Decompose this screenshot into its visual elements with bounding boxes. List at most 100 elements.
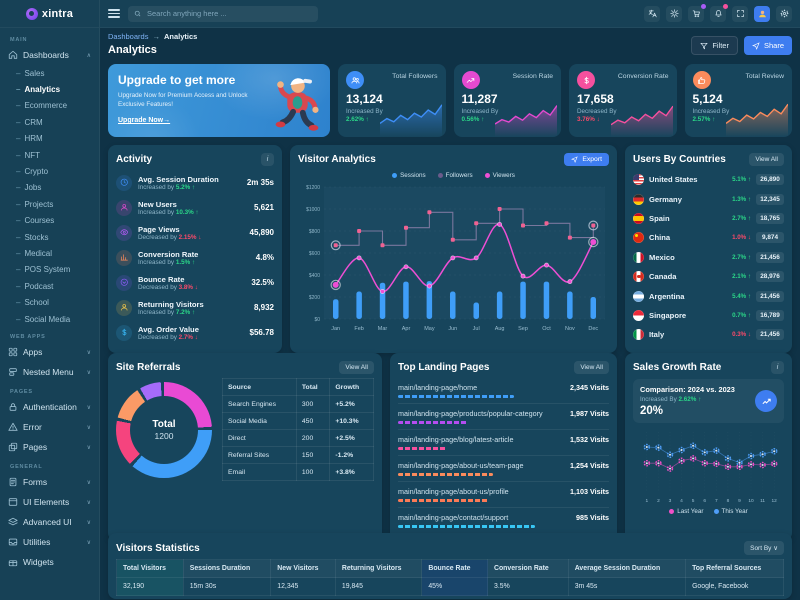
sales-growth-info-button[interactable]: i <box>771 361 784 374</box>
country-users: 21,456 <box>756 290 784 302</box>
landing-page-path[interactable]: main/landing-page/about-us/profile <box>398 486 509 496</box>
theme-icon[interactable] <box>666 5 682 22</box>
landing-page-path[interactable]: main/landing-page/home <box>398 382 478 392</box>
sidebar-item-nested-menu[interactable]: Nested Menu ∨ <box>8 362 91 382</box>
activity-change: Decreased by 3.8% ↓ <box>138 283 198 291</box>
sidebar-item-projects[interactable]: – Projects <box>16 199 54 209</box>
upgrade-now-link[interactable]: Upgrade Now→ <box>118 117 171 125</box>
sidebar-item-error[interactable]: Error ∨ <box>8 417 91 437</box>
country-change: 0.7% ↑ <box>732 311 751 319</box>
sort-by-button[interactable]: Sort By ∨ <box>744 541 784 555</box>
countries-list: United States 5.1% ↑ 26,890 Germany 1.3%… <box>633 170 784 345</box>
landing-view-all-button[interactable]: View All <box>574 361 609 374</box>
sidebar-item-forms[interactable]: Forms ∨ <box>8 472 91 492</box>
legend-item-viewers[interactable]: Viewers <box>484 172 515 179</box>
sidebar-item-ecommerce[interactable]: – Ecommerce <box>16 101 68 111</box>
sidebar-item-hrm[interactable]: – HRM <box>16 134 43 144</box>
sidebar-item-pages[interactable]: Pages ∨ <box>8 437 91 457</box>
ar-flag-icon <box>633 290 644 302</box>
top-landing-pages-panel: Top Landing Pages View All main/landing-… <box>390 353 617 541</box>
activity-item-avg-order-value: Avg. Order Value Decreased by 2.7% ↓ $56… <box>116 320 274 345</box>
sales-growth-legend: Last Year This Year <box>633 506 784 516</box>
upgrade-subtitle: Upgrade Now for Premium Access and Unloc… <box>118 92 248 109</box>
sales-chart-button[interactable] <box>755 390 777 412</box>
stat-change: 0.56% ↑ <box>461 116 485 123</box>
sidebar-item-sales[interactable]: – Sales <box>16 68 45 78</box>
svg-text:8: 8 <box>727 498 730 504</box>
bell-icon[interactable] <box>710 3 728 22</box>
nested-icon <box>8 367 18 377</box>
breadcrumb-dashboards[interactable]: Dashboards <box>108 32 149 41</box>
landing-page-bar <box>398 395 515 398</box>
activity-item-avg-session-duration: Avg. Session Duration Increased by 5.2% … <box>116 170 274 195</box>
sidebar-item-apps[interactable]: Apps ∨ <box>8 342 91 362</box>
activity-change: Increased by 7.2% ↑ <box>138 308 196 316</box>
svg-text:11: 11 <box>760 498 765 504</box>
legend-item-last-year[interactable]: Last Year <box>669 508 704 515</box>
svg-text:5: 5 <box>692 498 695 504</box>
sidebar-item-social-media[interactable]: – Social Media <box>16 314 71 324</box>
sidebar-item-authentication[interactable]: Authentication ∨ <box>8 397 91 417</box>
site-referrals-donut-chart: Total 1200 <box>116 381 212 478</box>
sidebar-item-podcast[interactable]: – Podcast <box>16 281 54 291</box>
search-input[interactable] <box>145 8 312 19</box>
es-flag-icon <box>633 212 644 224</box>
country-change: 2.7% ↑ <box>732 214 751 222</box>
countries-view-all-button[interactable]: View All <box>749 153 784 166</box>
sidebar-item-courses[interactable]: – Courses <box>16 216 55 226</box>
country-users: 18,765 <box>756 212 784 224</box>
chevron-down-icon: ∨ <box>86 519 91 526</box>
share-button[interactable]: Share <box>743 36 792 55</box>
sidebar-item-widgets[interactable]: Widgets <box>8 552 91 572</box>
sidebar-item-jobs[interactable]: – Jobs <box>16 183 42 193</box>
sidebar-item-utilities[interactable]: Utilities ∨ <box>8 532 91 552</box>
landing-page-path[interactable]: main/landing-page/contact/support <box>398 512 509 522</box>
country-row-spain: Spain 2.7% ↑ 18,765 <box>633 209 784 228</box>
followers-icon <box>346 71 364 89</box>
fullscreen-icon[interactable] <box>732 5 748 22</box>
cart-icon[interactable] <box>688 3 706 22</box>
legend-item-this-year[interactable]: This Year <box>713 508 748 515</box>
sales-growth-panel: Sales Growth Rate i Comparison: 2024 vs.… <box>625 353 792 541</box>
legend-item-sessions[interactable]: Sessions <box>392 172 426 179</box>
landing-page-path[interactable]: main/landing-page/blog/latest-article <box>398 434 514 444</box>
sidebar-item-stocks[interactable]: – Stocks <box>16 232 49 242</box>
stat-card-conversion-rate: Conversion Rate 17,658 Decreased By 3.76… <box>569 64 677 137</box>
page-head: Dashboards → Analytics Analytics Filter … <box>108 32 792 58</box>
landing-page-path[interactable]: main/landing-page/about-us/team-page <box>398 460 524 470</box>
activity-title: Activity <box>116 154 153 165</box>
country-name: Singapore <box>649 310 687 320</box>
sidebar-item-crypto[interactable]: – Crypto <box>16 167 49 177</box>
avatar[interactable] <box>754 5 770 22</box>
sidebar-item-crm[interactable]: – CRM <box>16 117 43 127</box>
brand-logo[interactable]: xintra <box>0 0 99 28</box>
sidebar-item-school[interactable]: – School <box>16 298 49 308</box>
referrals-view-all-button[interactable]: View All <box>339 361 374 374</box>
sidebar-item-advanced-ui[interactable]: Advanced UI ∨ <box>8 512 91 532</box>
country-name: China <box>649 233 671 243</box>
activity-info-button[interactable]: i <box>261 153 274 166</box>
chart-icon <box>116 249 132 266</box>
search-box[interactable] <box>128 5 318 22</box>
sales-growth-title: Sales Growth Rate <box>633 362 722 373</box>
sidebar-item-dashboards[interactable]: Dashboards ∧ <box>8 45 91 65</box>
legend-item-followers[interactable]: Followers <box>437 172 473 179</box>
sidebar-item-nft[interactable]: – NFT <box>16 150 41 160</box>
svg-text:Jun: Jun <box>448 326 457 332</box>
sidebar-item-analytics[interactable]: – Analytics <box>16 85 61 95</box>
filter-button[interactable]: Filter <box>691 36 738 55</box>
user-icon <box>116 299 132 316</box>
translate-icon[interactable] <box>644 5 660 22</box>
sparkline-chart <box>726 103 788 137</box>
ca-flag-icon <box>633 271 644 283</box>
us-flag-icon <box>633 174 644 186</box>
landing-page-path[interactable]: main/landing-page/products/popular-categ… <box>398 408 543 418</box>
export-button[interactable]: Export <box>564 153 609 166</box>
sidebar-item-pos-system[interactable]: – POS System <box>16 265 71 275</box>
menu-toggle-icon[interactable] <box>108 9 120 18</box>
activity-change: Decreased by 2.7% ↓ <box>138 333 198 341</box>
settings-icon[interactable] <box>776 5 792 22</box>
activity-change: Increased by 1.5% ↑ <box>138 258 196 266</box>
sidebar-item-medical[interactable]: – Medical <box>16 248 53 258</box>
sidebar-item-ui-elements[interactable]: UI Elements ∨ <box>8 492 91 512</box>
